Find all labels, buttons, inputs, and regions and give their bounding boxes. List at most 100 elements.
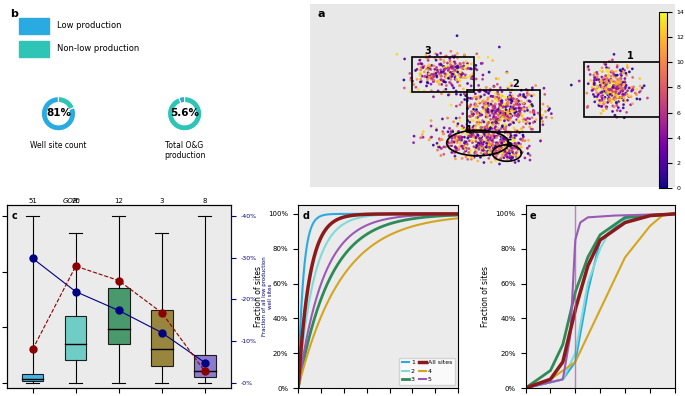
Point xyxy=(477,146,488,152)
Point xyxy=(431,127,442,133)
Text: e: e xyxy=(530,211,536,221)
Point xyxy=(599,88,610,94)
Point xyxy=(473,143,484,149)
Point xyxy=(522,119,533,125)
Point xyxy=(589,99,600,105)
Point xyxy=(482,95,493,101)
Point xyxy=(603,72,614,78)
Point xyxy=(601,80,612,86)
Point xyxy=(514,101,525,108)
Point xyxy=(447,139,458,146)
Point xyxy=(468,134,479,140)
Point xyxy=(585,71,596,78)
Point xyxy=(481,128,492,135)
Point xyxy=(495,116,506,123)
Point xyxy=(461,114,472,120)
Point xyxy=(484,127,495,133)
Point xyxy=(503,84,514,90)
Point xyxy=(466,75,477,82)
Point xyxy=(611,114,622,120)
Point xyxy=(482,124,493,130)
Point xyxy=(455,137,466,143)
Point xyxy=(451,145,462,151)
Point xyxy=(496,105,507,111)
Point xyxy=(490,110,501,117)
Point xyxy=(613,94,624,101)
Point xyxy=(610,96,621,103)
Point xyxy=(501,70,512,76)
Point xyxy=(483,90,494,97)
Point xyxy=(445,48,456,55)
Point xyxy=(605,89,616,95)
Point xyxy=(626,84,637,91)
Point xyxy=(484,124,495,130)
Point xyxy=(611,93,622,100)
Point xyxy=(524,116,535,122)
Point xyxy=(511,150,522,156)
Point xyxy=(461,66,472,72)
Bar xyxy=(18,18,49,34)
Point xyxy=(497,142,508,148)
Point xyxy=(601,76,612,82)
Point xyxy=(418,134,429,141)
Point xyxy=(599,88,610,94)
Point xyxy=(432,78,443,85)
Point xyxy=(509,138,520,144)
Point xyxy=(494,44,505,50)
Point xyxy=(519,93,530,100)
Point xyxy=(498,136,509,142)
Point xyxy=(469,101,480,107)
Point xyxy=(484,138,495,144)
Point xyxy=(472,110,483,116)
Point xyxy=(608,51,619,57)
Point xyxy=(477,60,488,67)
Point xyxy=(516,98,527,104)
Point xyxy=(519,116,530,122)
Point xyxy=(478,159,489,166)
Point xyxy=(454,135,465,142)
Point xyxy=(547,115,558,121)
Point xyxy=(447,128,458,134)
Point xyxy=(466,156,477,162)
Point xyxy=(621,70,632,76)
Point xyxy=(490,148,501,154)
Point xyxy=(492,125,503,131)
Point xyxy=(477,141,488,148)
Point xyxy=(399,56,410,62)
Y-axis label: Fraction of sites: Fraction of sites xyxy=(481,266,490,327)
Point xyxy=(456,69,467,76)
Point xyxy=(457,130,468,136)
Point xyxy=(617,86,628,92)
Point xyxy=(489,117,500,123)
Point xyxy=(485,126,496,132)
Point xyxy=(469,103,480,110)
Point xyxy=(488,105,499,111)
Point xyxy=(584,67,595,73)
Point xyxy=(433,78,444,85)
Point xyxy=(451,88,462,94)
Point xyxy=(436,61,447,68)
Point xyxy=(614,81,625,87)
Point xyxy=(493,118,503,124)
Point xyxy=(500,144,511,150)
Point xyxy=(495,143,506,150)
Point xyxy=(499,126,510,132)
Point xyxy=(457,134,468,141)
Point xyxy=(448,63,459,69)
Point xyxy=(512,145,523,151)
Point xyxy=(622,64,633,70)
Point xyxy=(484,149,495,155)
Point xyxy=(459,134,470,140)
Point xyxy=(443,68,454,74)
Point xyxy=(444,63,455,70)
Text: b: b xyxy=(10,10,18,19)
Point xyxy=(436,145,447,152)
Point xyxy=(597,92,608,98)
Point xyxy=(432,72,443,79)
Point xyxy=(472,158,483,164)
Point xyxy=(618,88,629,94)
Point xyxy=(449,59,460,65)
Point xyxy=(480,88,491,94)
Point xyxy=(481,103,492,109)
Point xyxy=(484,99,495,106)
